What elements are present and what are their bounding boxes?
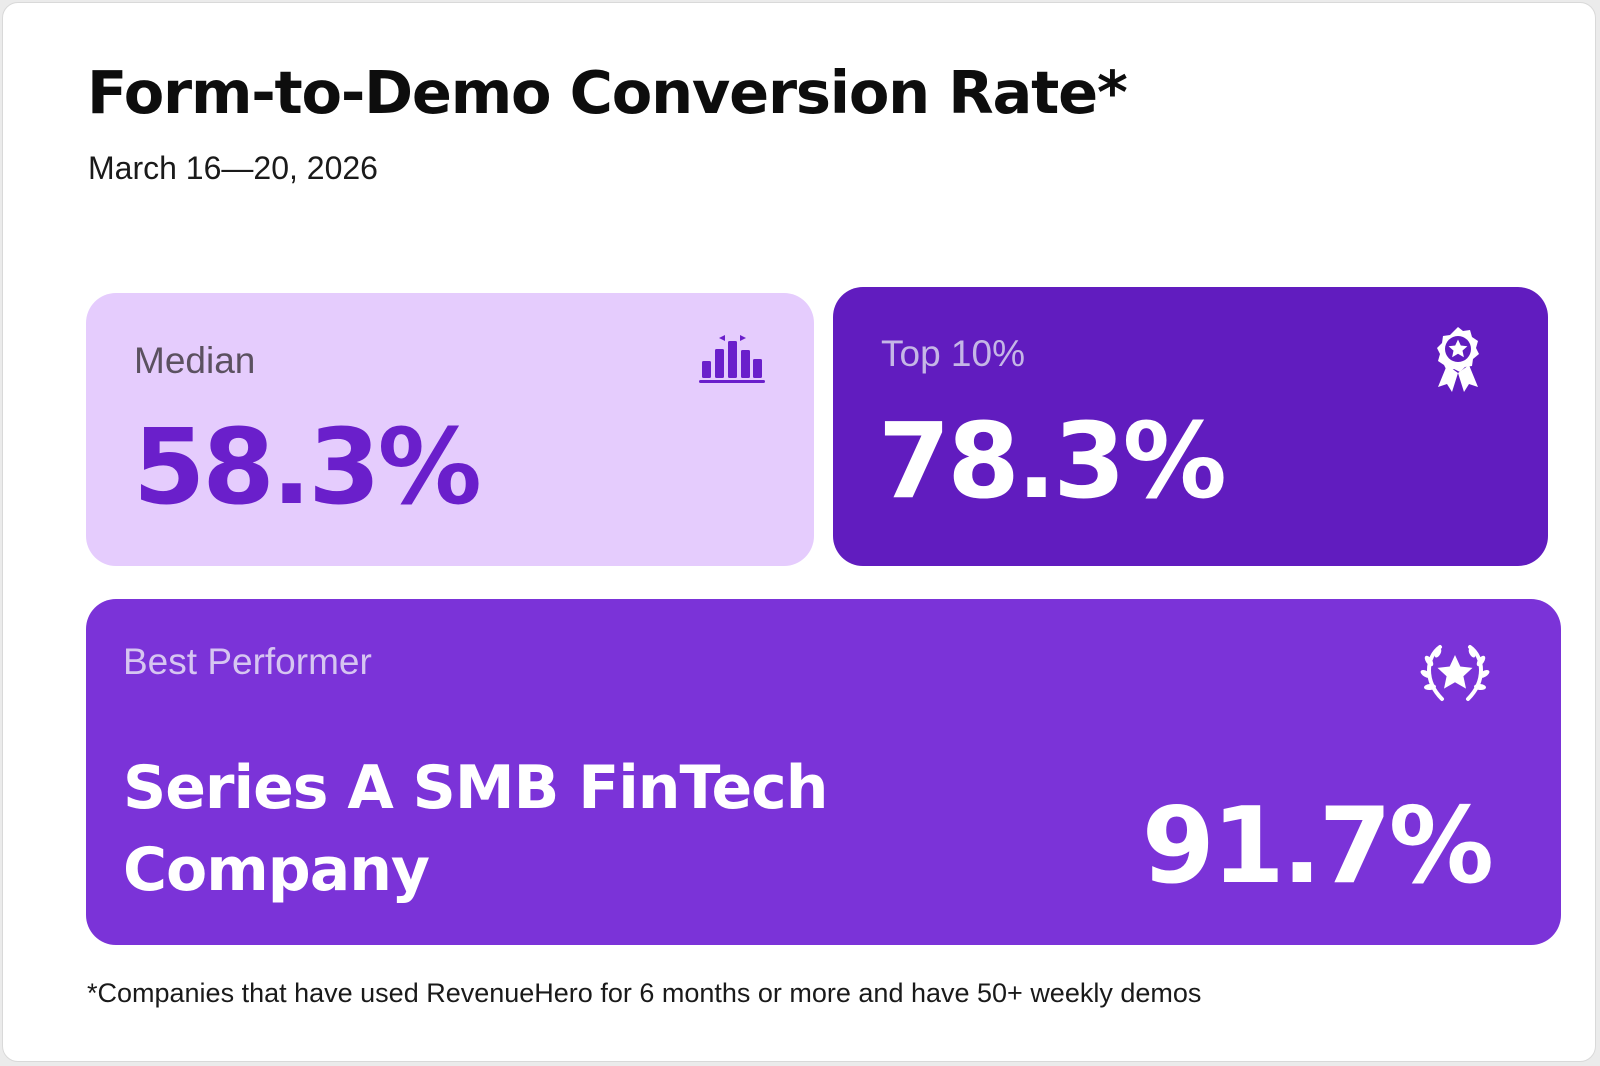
best-performer-card: Best Performer Series A SMB FinTech Comp… <box>86 599 1561 945</box>
footnote: *Companies that have used RevenueHero fo… <box>87 978 1202 1008</box>
company-line-2: Company <box>123 835 430 905</box>
bar-chart-icon <box>699 335 765 383</box>
date-range: March 16—20, 2026 <box>88 150 378 186</box>
median-card: Median 58.3% <box>86 293 814 566</box>
top-10-card: Top 10% 78.3% <box>833 287 1548 566</box>
top-10-label: Top 10% <box>881 333 1025 374</box>
best-performer-value: 91.7% <box>1141 785 1494 907</box>
company-line-1: Series A SMB FinTech <box>123 753 828 823</box>
best-performer-company: Series A SMB FinTech Company <box>123 747 1023 911</box>
best-performer-label: Best Performer <box>123 641 372 682</box>
median-value: 58.3% <box>133 406 482 528</box>
page-title: Form-to-Demo Conversion Rate* <box>87 58 1128 127</box>
laurel-star-icon <box>1420 645 1490 701</box>
award-ribbon-icon <box>1437 327 1479 392</box>
top-10-value: 78.3% <box>878 400 1227 522</box>
median-label: Median <box>134 340 256 381</box>
